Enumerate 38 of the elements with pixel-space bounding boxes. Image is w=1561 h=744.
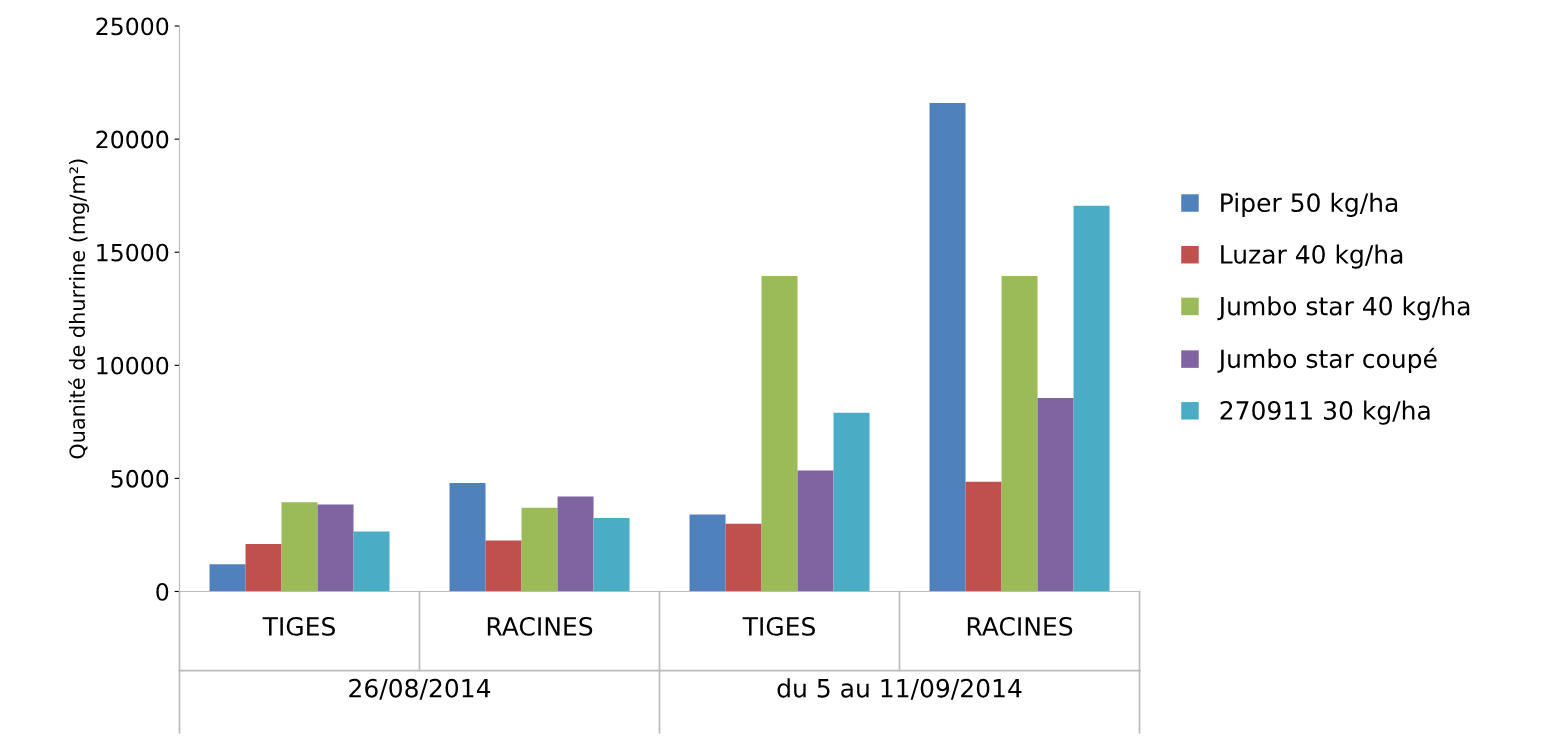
bar	[209, 564, 246, 592]
y-tick-label: 25000	[96, 17, 169, 36]
bar	[833, 412, 870, 592]
bar	[965, 481, 1002, 592]
y-tick-label: 5000	[111, 469, 169, 488]
legend-label: Luzar 40 kg/ha	[1221, 244, 1403, 269]
x-tick-label: RACINES	[487, 616, 593, 636]
bar	[689, 514, 726, 592]
bar	[1037, 398, 1074, 592]
bar	[1073, 205, 1110, 592]
y-tick-label: 15000	[97, 243, 169, 262]
y-tick-label: 20000	[96, 130, 169, 149]
text: du 5 au 11/09/2014	[777, 678, 1022, 700]
legend-label: Jumbo star coupé	[1217, 347, 1437, 374]
bar	[557, 496, 594, 592]
y-axis-title: Quanité de dhurrine (mg/m²)	[68, 159, 90, 459]
legend-label: 270911 30 kg/ha	[1220, 400, 1430, 425]
bar	[1001, 275, 1038, 592]
y-tick-label: 0	[156, 582, 169, 601]
bar	[281, 502, 318, 592]
x-tick-label: RACINES	[967, 616, 1073, 636]
bar	[353, 531, 390, 592]
bar	[761, 275, 798, 592]
bar	[725, 523, 762, 592]
text: 26/08/2014	[349, 678, 491, 700]
bar	[797, 470, 834, 592]
bar	[929, 102, 966, 592]
x-tick-label: TIGES	[262, 616, 335, 636]
bar	[317, 504, 354, 592]
x-tick-label: TIGES	[742, 616, 815, 636]
bar	[593, 517, 630, 592]
bar	[245, 543, 282, 592]
bar	[485, 540, 522, 592]
bar	[521, 507, 558, 592]
legend-label: Piper 50 kg/ha	[1221, 192, 1398, 217]
legend-label: Jumbo star 40 kg/ha	[1217, 296, 1470, 321]
y-tick-label: 10000	[97, 356, 169, 375]
bar	[449, 482, 486, 592]
